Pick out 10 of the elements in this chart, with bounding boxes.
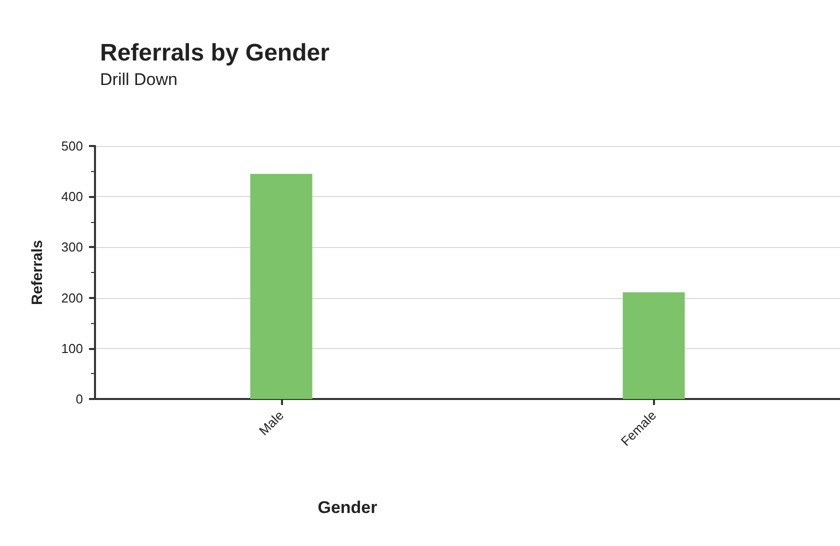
y-tick-label: 0: [76, 392, 83, 406]
chart-title: Referrals by Gender: [100, 40, 330, 66]
y-tick-label: 400: [61, 189, 83, 204]
y-tick-label: 300: [61, 240, 83, 255]
y-tick-label: 100: [61, 340, 83, 356]
x-axis-title: Gender: [318, 498, 378, 517]
y-tick-label: 200: [61, 290, 83, 306]
chart-subtitle: Drill Down: [100, 70, 178, 89]
y-axis-title: Referrals: [29, 240, 46, 306]
y-tick-label: 500: [61, 138, 83, 154]
